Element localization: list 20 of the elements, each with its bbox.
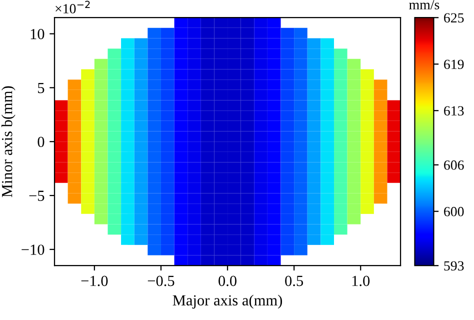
y-tick-label: 0 — [38, 136, 44, 148]
x-tick-label: −0.5 — [148, 276, 174, 286]
color-bar-label: 606 — [444, 160, 464, 170]
color-bar-label: 619 — [444, 60, 464, 70]
color-bar-title: mm/s — [409, 0, 440, 10]
x-tick-label: 1.0 — [352, 276, 370, 286]
x-tick-label: 0.5 — [285, 276, 304, 286]
x-axis-title: Major axis a(mm) — [172, 294, 282, 309]
x-tick-label: 0.0 — [218, 276, 236, 286]
color-bar-label: 593 — [444, 261, 464, 271]
x-tick-label: −1.0 — [81, 276, 108, 286]
color-bar-label: 600 — [444, 206, 464, 216]
text: ×10$^{−2}$ — [56, 0, 90, 14]
y-tick-label: 10 — [30, 28, 44, 40]
y-tick-label: 5 — [38, 82, 44, 94]
y-axis-title: Minor axis b(mm) — [1, 86, 16, 198]
color-bar-label: 625 — [444, 13, 464, 23]
color-bar-label: 613 — [444, 106, 464, 116]
y-tick-label: −5 — [29, 190, 44, 201]
y-tick-label: −10 — [22, 244, 44, 255]
